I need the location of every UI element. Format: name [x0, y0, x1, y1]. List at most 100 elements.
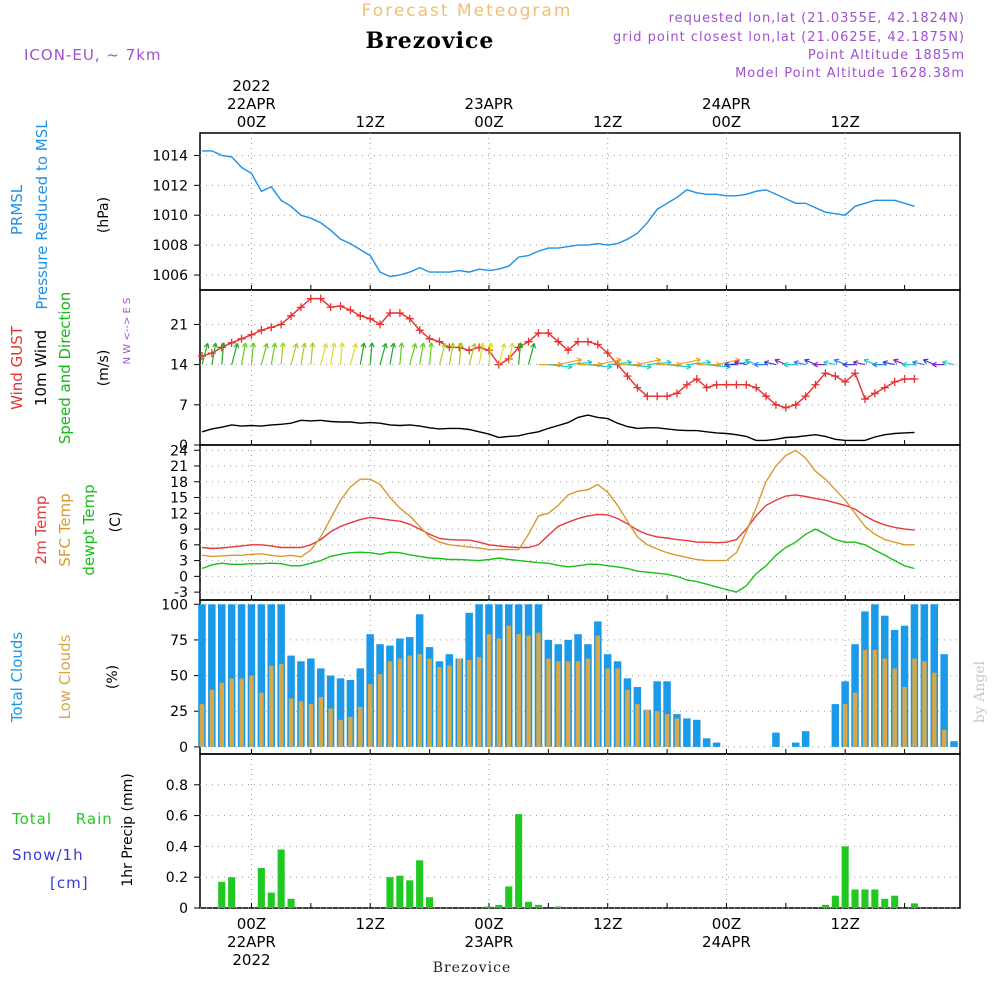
bottom-axis-label: 22APR [227, 933, 276, 951]
total-cloud-bar [257, 604, 266, 747]
gust-marker [316, 294, 325, 303]
temperature-ytick-label: -3 [174, 585, 188, 601]
low-cloud-bar [902, 687, 907, 747]
gust-marker [801, 392, 810, 401]
wind-arrow [498, 342, 507, 365]
gust-marker [395, 308, 404, 317]
wind-arrow [241, 342, 248, 365]
gust-marker [306, 294, 315, 303]
total-cloud-bar [940, 654, 948, 747]
rain-bar [426, 897, 434, 908]
low-cloud-bar [843, 704, 848, 747]
wind-arrow [902, 361, 915, 368]
gust-marker [841, 377, 850, 386]
wind-unit: (m/s) [96, 350, 112, 387]
clouds-ytick-label: 25 [170, 704, 188, 720]
low-cloud-bar [892, 668, 897, 747]
temperature-ytick-label: 0 [179, 569, 188, 585]
gust-marker [732, 380, 741, 389]
low-cloud-bar [447, 665, 452, 747]
low-cloud-bar [259, 692, 264, 747]
gust-marker [870, 389, 879, 398]
gust-marker [534, 329, 543, 338]
wind-arrow [438, 342, 447, 365]
wind-arrow [597, 357, 622, 366]
total-cloud-bar [346, 679, 355, 747]
total-clouds-label: Total Clouds [8, 632, 26, 724]
wind-arrow [270, 342, 278, 365]
wind-arrow [852, 360, 866, 366]
gust-marker [277, 320, 286, 329]
top-axis-label: 24APR [702, 95, 751, 113]
bottom-axis-label: 23APR [465, 933, 514, 951]
precip-ytick-label: 0 [179, 901, 188, 917]
total-cloud-bar [792, 742, 800, 747]
low-cloud-bar [942, 729, 947, 747]
low-cloud-bar [585, 658, 591, 747]
low-cloud-bar [536, 632, 541, 747]
low-cloud-bar [417, 654, 422, 747]
pressure-ylabel: PRMSL Pressure Reduced to MSL (hPa) [8, 120, 112, 310]
low-cloud-bar [338, 719, 343, 747]
low-cloud-bar [377, 674, 383, 747]
precip-ylabel: Total Rain Snow/1h [cm] 1hr Precip (mm) [11, 773, 136, 892]
precip-ytick-label: 0.4 [166, 839, 188, 855]
wind-ytick-label: 0 [179, 438, 188, 454]
gust-marker [831, 372, 840, 381]
wind-arrow [368, 342, 375, 365]
wind-arrow [419, 342, 426, 365]
low-cloud-bar [516, 634, 521, 747]
top-axis-label: 00Z [712, 113, 741, 131]
gust-marker [207, 349, 216, 358]
total-cloud-bar [693, 719, 701, 747]
temperature-series-sfc-temp [201, 449, 915, 562]
t2m-label: 2m Temp [32, 496, 50, 565]
gust-marker [643, 392, 652, 401]
wind-ytick-label: 21 [170, 317, 188, 333]
wind-arrow [330, 342, 337, 365]
low-cloud-bar [288, 698, 294, 747]
rain-bar [485, 906, 493, 908]
wind-arrow [753, 361, 766, 368]
low-cloud-bar [546, 658, 551, 747]
wind-arrow [398, 342, 405, 365]
snow-label: Snow/1h [12, 846, 84, 864]
pressure-frame [199, 132, 961, 291]
rain-bar [831, 895, 839, 908]
low-cloud-bar [912, 658, 917, 747]
gust-marker [287, 311, 296, 320]
total-cloud-bar [336, 678, 345, 747]
wind-arrow [211, 342, 218, 365]
rain-bar [267, 892, 275, 908]
gust-marker [336, 302, 345, 311]
low-cloud-bar [308, 704, 314, 747]
gust-marker [910, 374, 919, 383]
low-cloud-bar [872, 649, 878, 747]
total-cloud-bar [227, 604, 236, 747]
wind-arrow [428, 342, 435, 365]
wind-arrow [912, 360, 925, 366]
gust-marker [583, 337, 592, 346]
low-cloud-bar [655, 711, 660, 747]
low-cloud-bar [219, 682, 224, 747]
wind-arrow [508, 342, 515, 365]
gust-marker [296, 303, 305, 312]
low-cloud-bar [674, 718, 680, 747]
pressure-series-prmsl [202, 150, 915, 278]
bottom-axis-label: 00Z [237, 915, 266, 933]
gust-marker [633, 383, 642, 392]
requested-coords: requested lon,lat (21.0355E, 42.1824N) [669, 11, 965, 26]
gust-marker [247, 330, 256, 339]
low-cloud-bar [387, 661, 393, 747]
gust-marker [692, 374, 701, 383]
wind-dir-label: Speed and Direction [56, 292, 74, 445]
pressure-ytick-label: 1006 [152, 268, 188, 284]
low-cloud-bar [595, 635, 600, 747]
rain-bar [406, 880, 414, 908]
product-title: Forecast Meteogram [362, 1, 573, 21]
low-cloud-bar [318, 697, 323, 747]
gust-marker [781, 403, 790, 412]
wind-arrow [527, 342, 536, 365]
wind-arrow [359, 342, 367, 365]
gust-marker [851, 369, 860, 378]
